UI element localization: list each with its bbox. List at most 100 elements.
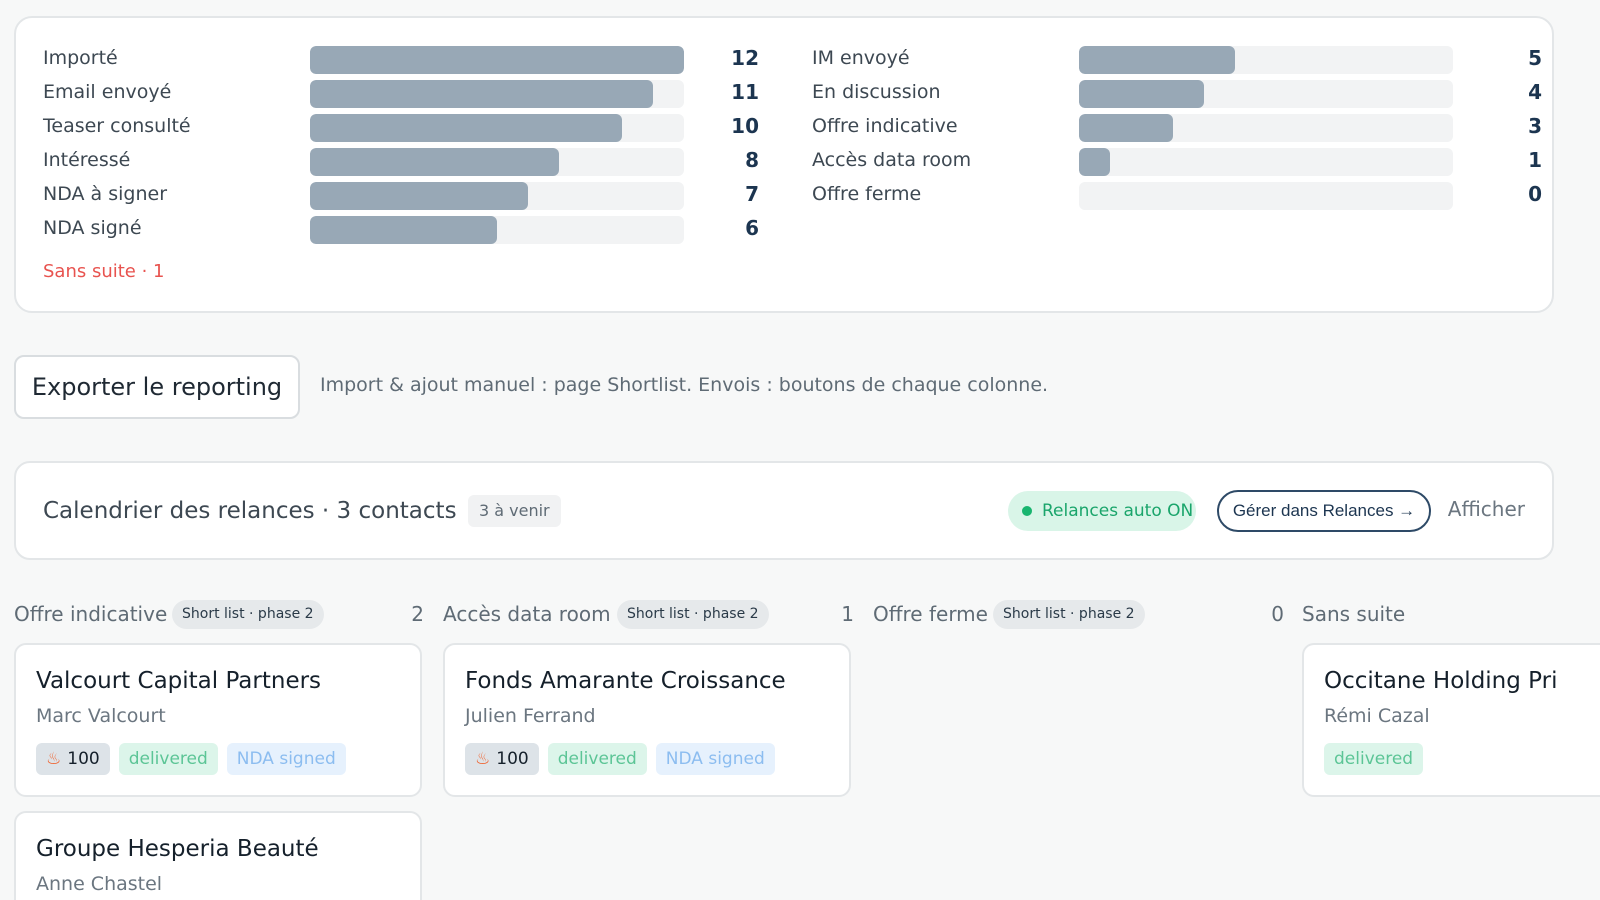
funnel-bar-fill — [310, 46, 684, 74]
relances-auto-label: Relances auto ON — [1042, 501, 1194, 521]
phase-badge: Short list · phase 2 — [617, 600, 769, 629]
column-header-sans-suite: Sans suite — [1302, 600, 1582, 630]
funnel-column-left: Importé 12 Email envoyé 11 Teaser consul… — [43, 45, 773, 249]
phase-badge: Short list · phase 2 — [172, 600, 324, 629]
flame-icon: ♨ — [46, 749, 62, 769]
nda-tag: NDA signed — [655, 743, 775, 775]
column-header-offre-indicative: Offre indicative Short list · phase 2 2 — [14, 600, 424, 630]
funnel-bar-track — [1079, 182, 1453, 210]
funnel-row-acces-data-room: Accès data room 1 — [812, 147, 1542, 181]
column-header-acces-data-room: Accès data room Short list · phase 2 1 — [443, 600, 854, 630]
contact-card[interactable]: Valcourt Capital Partners Marc Valcourt … — [14, 643, 422, 797]
phase-badge: Short list · phase 2 — [993, 600, 1145, 629]
funnel-row-en-discussion: En discussion 4 — [812, 79, 1542, 113]
funnel-count: 5 — [1528, 46, 1542, 70]
funnel-label: Offre indicative — [812, 115, 958, 137]
column-count: 0 — [1271, 602, 1284, 626]
relances-calendar-bar: Calendrier des relances · 3 contacts 3 à… — [14, 461, 1554, 560]
funnel-label: En discussion — [812, 81, 941, 103]
delivered-tag: delivered — [118, 743, 218, 775]
column-count: 1 — [841, 602, 854, 626]
funnel-count: 6 — [745, 216, 759, 240]
funnel-row-interesse: Intéressé 8 — [43, 147, 773, 181]
funnel-row-nda-signe: NDA signé 6 — [43, 215, 773, 249]
column-title: Offre ferme — [873, 602, 988, 626]
funnel-bar-fill — [310, 182, 529, 210]
column-count: 2 — [411, 602, 424, 626]
funnel-bar-fill — [310, 80, 653, 108]
funnel-row-im-envoye: IM envoyé 5 — [812, 45, 1542, 79]
funnel-bar-track — [310, 80, 684, 108]
relances-auto-status[interactable]: Relances auto ON — [1008, 491, 1196, 531]
card-contact-name: Julien Ferrand — [465, 705, 596, 727]
status-dot-icon — [1022, 506, 1032, 516]
funnel-bar-fill — [1079, 148, 1111, 176]
funnel-count: 12 — [731, 46, 759, 70]
funnel-count: 4 — [1528, 80, 1542, 104]
funnel-label: Email envoyé — [43, 81, 172, 103]
funnel-label: Offre ferme — [812, 183, 922, 205]
contact-card[interactable]: Groupe Hesperia Beauté Anne Chastel — [14, 811, 422, 900]
funnel-label: Accès data room — [812, 149, 972, 171]
funnel-label: NDA à signer — [43, 183, 168, 205]
funnel-count: 7 — [745, 182, 759, 206]
column-header-offre-ferme: Offre ferme Short list · phase 2 0 — [873, 600, 1284, 630]
funnel-bar-track — [1079, 80, 1453, 108]
card-company-name: Occitane Holding Pri — [1324, 668, 1558, 694]
funnel-count: 1 — [1528, 148, 1542, 172]
calendar-title: Calendrier des relances · 3 contacts — [43, 498, 457, 524]
funnel-bar-track — [310, 182, 684, 210]
funnel-bar-track — [310, 114, 684, 142]
card-contact-name: Anne Chastel — [36, 873, 163, 895]
funnel-bar-track — [310, 46, 684, 74]
export-reporting-button[interactable]: Exporter le reporting — [14, 355, 300, 419]
score-tag: ♨ 100 — [465, 743, 539, 775]
nda-tag: NDA signed — [226, 743, 346, 775]
card-tags: delivered — [1324, 743, 1424, 775]
funnel-count: 3 — [1528, 114, 1542, 138]
funnel-row-importe: Importé 12 — [43, 45, 773, 79]
card-contact-name: Rémi Cazal — [1324, 705, 1430, 727]
score-value: 100 — [496, 749, 529, 769]
column-title: Sans suite — [1302, 602, 1406, 626]
delivered-tag: delivered — [547, 743, 647, 775]
funnel-row-offre-indicative: Offre indicative 3 — [812, 113, 1542, 147]
funnel-count: 8 — [745, 148, 759, 172]
card-company-name: Valcourt Capital Partners — [36, 668, 322, 694]
funnel-bar-track — [1079, 46, 1453, 74]
funnel-bar-fill — [310, 216, 497, 244]
card-company-name: Groupe Hesperia Beauté — [36, 836, 319, 862]
delivered-tag: delivered — [1324, 743, 1424, 775]
card-company-name: Fonds Amarante Croissance — [465, 668, 786, 694]
funnel-bar-fill — [1079, 46, 1235, 74]
show-calendar-link[interactable]: Afficher — [1447, 497, 1525, 521]
sans-suite-count[interactable]: Sans suite · 1 — [43, 261, 165, 282]
upcoming-badge: 3 à venir — [468, 495, 561, 527]
funnel-column-right: IM envoyé 5 En discussion 4 Offre indica… — [812, 45, 1542, 215]
funnel-count: 10 — [731, 114, 759, 138]
funnel-count: 0 — [1528, 182, 1542, 206]
funnel-bar-fill — [1079, 80, 1204, 108]
flame-icon: ♨ — [475, 749, 491, 769]
export-hint-text: Import & ajout manuel : page Shortlist. … — [320, 374, 1049, 396]
funnel-row-teaser-consulte: Teaser consulté 10 — [43, 113, 773, 147]
card-contact-name: Marc Valcourt — [36, 705, 166, 727]
contact-card[interactable]: Occitane Holding Pri Rémi Cazal delivere… — [1302, 643, 1600, 797]
funnel-bar-fill — [1079, 114, 1173, 142]
column-title: Accès data room — [443, 602, 611, 626]
funnel-label: Intéressé — [43, 149, 131, 171]
contact-card[interactable]: Fonds Amarante Croissance Julien Ferrand… — [443, 643, 851, 797]
funnel-count: 11 — [731, 80, 759, 104]
funnel-label: Importé — [43, 47, 118, 69]
funnel-bar-track — [1079, 148, 1453, 176]
funnel-row-nda-a-signer: NDA à signer 7 — [43, 181, 773, 215]
funnel-row-email-envoye: Email envoyé 11 — [43, 79, 773, 113]
funnel-bar-fill — [310, 148, 560, 176]
funnel-row-offre-ferme: Offre ferme 0 — [812, 181, 1542, 215]
score-tag: ♨ 100 — [36, 743, 110, 775]
manage-relances-button[interactable]: Gérer dans Relances → — [1217, 490, 1431, 532]
funnel-bar-fill — [310, 114, 622, 142]
funnel-label: IM envoyé — [812, 47, 910, 69]
funnel-label: Teaser consulté — [43, 115, 191, 137]
funnel-bar-track — [310, 216, 684, 244]
